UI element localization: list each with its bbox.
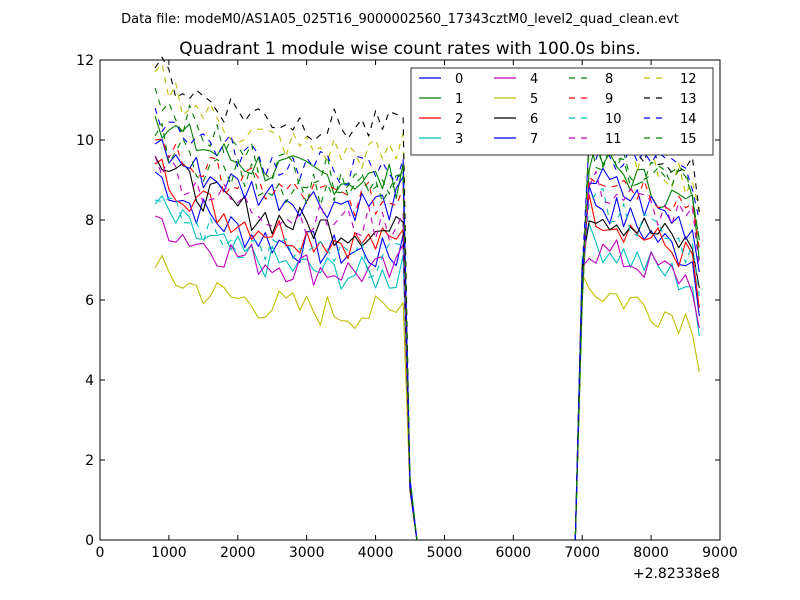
x-tick-label: 6000: [496, 545, 532, 561]
x-tick-label: 4000: [358, 545, 394, 561]
legend-label-9: 9: [605, 92, 613, 107]
y-tick-label: 10: [76, 133, 94, 149]
x-tick-label: 0: [96, 545, 105, 561]
legend-label-0: 0: [455, 72, 463, 87]
legend-label-10: 10: [605, 112, 622, 127]
tick-layer: 0 1000 2000 3000 4000 5000 6000 7000 8000 9000 0 2 4…: [76, 53, 738, 561]
legend-label-2: 2: [455, 112, 463, 127]
legend-label-6: 6: [530, 112, 538, 127]
chart-title: Quadrant 1 module wise count rates with …: [179, 39, 640, 59]
series-line-4: [154, 215, 700, 541]
legend-label-7: 7: [530, 132, 538, 147]
y-tick-label: 12: [76, 53, 94, 69]
series-line-8: [154, 87, 700, 541]
legend-label-13: 13: [680, 92, 697, 107]
legend-label-15: 15: [680, 132, 697, 147]
x-tick-label: 5000: [427, 545, 463, 561]
y-tick-label: 4: [85, 373, 94, 389]
series-line-10: [154, 187, 700, 541]
x-offset-label: +2.82338e8: [633, 566, 720, 582]
legend-box: [410, 67, 714, 156]
legend-label-11: 11: [605, 132, 622, 147]
series-line-9: [155, 138, 700, 541]
legend-label-1: 1: [455, 92, 463, 107]
x-tick-label: 3000: [289, 545, 325, 561]
series-line-6: [154, 155, 700, 541]
series-line-5: [154, 254, 700, 541]
x-tick-label: 2000: [220, 545, 256, 561]
series-line-11: [154, 155, 700, 541]
legend-label-12: 12: [680, 72, 697, 87]
x-tick-label: 8000: [633, 545, 669, 561]
series-line-3: [154, 195, 700, 541]
y-tick-label: 2: [85, 453, 94, 469]
y-tick-label: 8: [85, 213, 94, 229]
y-tick-label: 0: [85, 533, 94, 549]
series-line-14: [154, 107, 700, 541]
x-tick-label: 1000: [151, 545, 187, 561]
legend-label-3: 3: [455, 132, 463, 147]
legend-label-4: 4: [530, 72, 538, 87]
legend-label-8: 8: [605, 72, 613, 87]
x-tick-label: 9000: [702, 545, 738, 561]
x-tick-label: 7000: [564, 545, 600, 561]
y-tick-label: 6: [85, 293, 94, 309]
series-line-15: [154, 122, 700, 541]
series-line-2: [154, 158, 700, 541]
chart-suptitle: Data file: modeM0/AS1A05_025T16_90000025…: [121, 12, 679, 27]
legend-label-14: 14: [680, 112, 697, 127]
legend-label-5: 5: [530, 92, 538, 107]
